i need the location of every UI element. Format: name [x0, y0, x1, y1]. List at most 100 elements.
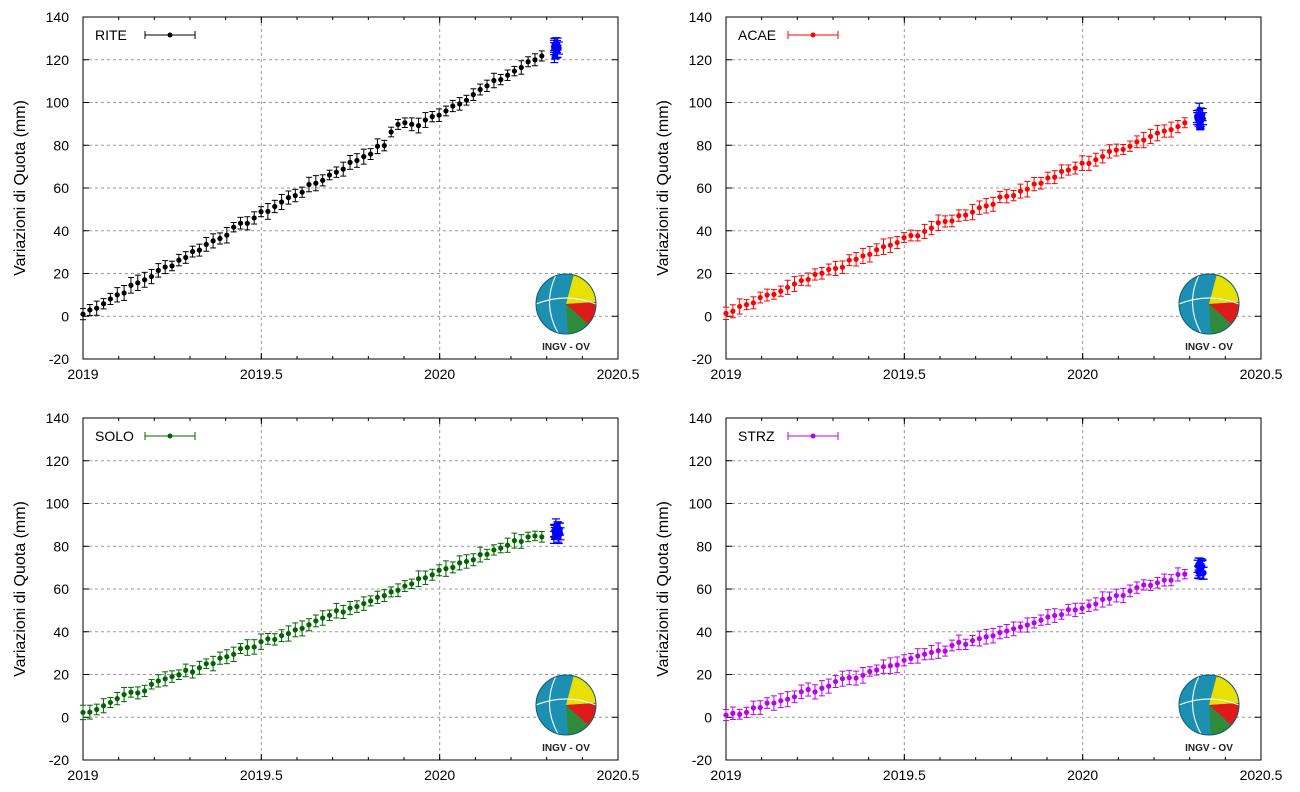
data-point	[203, 241, 209, 247]
chart-strz: 2019 2019.5 2020 2020.5 -20 0 20 40 60 80 100 120 14…	[655, 410, 1283, 783]
data-point	[990, 633, 996, 639]
data-point	[730, 710, 736, 716]
logo-text: INGV - OV	[542, 342, 590, 353]
y-tick-label: 120	[689, 52, 713, 68]
data-point	[237, 220, 244, 226]
data-point	[956, 639, 962, 645]
data-point	[299, 189, 305, 195]
data-point	[504, 72, 511, 78]
data-point	[880, 244, 887, 250]
y-tick-label: 140	[689, 410, 713, 426]
recent-cluster	[1192, 102, 1208, 131]
chart-rite: 2019 2019.5 2020 2020.5 -20 0 20 40 60 80 100 120 14…	[12, 9, 640, 382]
y-tick-label: 80	[696, 137, 712, 153]
data-point	[1011, 626, 1017, 632]
data-point	[1031, 620, 1037, 626]
data-point	[176, 672, 182, 678]
data-point	[491, 547, 497, 553]
logo-segment-red	[1209, 302, 1240, 324]
data-point	[1045, 175, 1051, 181]
data-point	[94, 706, 100, 713]
data-point	[333, 608, 339, 614]
data-point	[832, 265, 839, 272]
data-point	[340, 166, 346, 172]
data-point	[429, 114, 435, 120]
y-tick-label: 80	[696, 538, 712, 554]
data-point	[388, 129, 394, 135]
y-tick-label: 40	[696, 223, 712, 239]
data-point	[244, 220, 250, 226]
data-point	[217, 235, 223, 242]
data-point	[778, 698, 784, 704]
data-point	[1038, 617, 1044, 623]
data-point	[1065, 607, 1071, 613]
data-point	[231, 651, 237, 657]
y-tick-label: 0	[61, 709, 69, 725]
x-tick-label: 2019	[710, 366, 741, 382]
logo-meridian	[548, 675, 559, 735]
data-point	[313, 618, 319, 624]
data-point	[368, 598, 374, 604]
data-point	[757, 704, 763, 711]
data-point	[1031, 181, 1037, 187]
data-point	[785, 284, 791, 290]
y-axis-label: Variazioni di Quota (mm)	[655, 501, 672, 677]
data-point	[258, 639, 264, 645]
data-point	[155, 267, 161, 273]
cluster-point	[1198, 111, 1204, 117]
logo-segment-green	[566, 705, 588, 735]
data-point	[1065, 167, 1071, 173]
data-point	[798, 689, 804, 695]
data-point	[374, 143, 381, 149]
data-point	[935, 648, 941, 654]
data-point	[1100, 596, 1106, 603]
data-point	[723, 712, 729, 718]
data-point	[983, 634, 989, 640]
y-tick-label: 120	[46, 52, 70, 68]
data-point	[1093, 601, 1099, 607]
data-point	[183, 667, 189, 674]
data-point	[532, 57, 538, 63]
data-point	[743, 302, 750, 308]
cluster-point	[554, 48, 561, 55]
cluster-point	[1194, 563, 1201, 570]
data-point	[176, 257, 182, 263]
data-point	[1113, 592, 1119, 599]
data-point	[265, 208, 271, 215]
x-tick-label: 2019.5	[883, 366, 926, 382]
data-point	[1011, 193, 1017, 199]
cluster-point	[1197, 121, 1203, 127]
y-tick-label: 0	[61, 308, 69, 324]
data-point	[853, 675, 859, 681]
data-point	[231, 224, 237, 230]
data-point	[402, 583, 408, 589]
data-point	[443, 108, 449, 114]
data-point	[477, 86, 483, 93]
data-point	[1182, 571, 1188, 577]
series-strz	[723, 567, 1188, 722]
data-point	[237, 645, 244, 652]
data-point	[928, 649, 935, 655]
data-point	[395, 587, 401, 593]
data-point	[976, 635, 982, 642]
data-point	[278, 633, 285, 639]
logo-meridian	[1191, 274, 1202, 334]
cluster-point	[1194, 113, 1200, 120]
legend-label: ACAE	[738, 27, 776, 43]
data-point	[1147, 133, 1154, 140]
logo-segment-yellow	[566, 274, 596, 304]
logo-outline	[1178, 273, 1240, 335]
x-tick-label: 2020	[1067, 366, 1098, 382]
data-point	[969, 637, 976, 644]
data-point	[723, 310, 729, 316]
data-point	[785, 696, 791, 702]
data-point	[504, 542, 511, 548]
data-point	[443, 566, 449, 572]
data-point	[1052, 174, 1058, 180]
data-point	[114, 696, 120, 702]
data-point	[826, 266, 832, 273]
legend-marker	[167, 433, 173, 439]
chart-acae: 2019 2019.5 2020 2020.5 -20 0 20 40 60 80 100 120 14…	[655, 9, 1283, 382]
y-axis-label: Variazioni di Quota (mm)	[655, 100, 672, 276]
